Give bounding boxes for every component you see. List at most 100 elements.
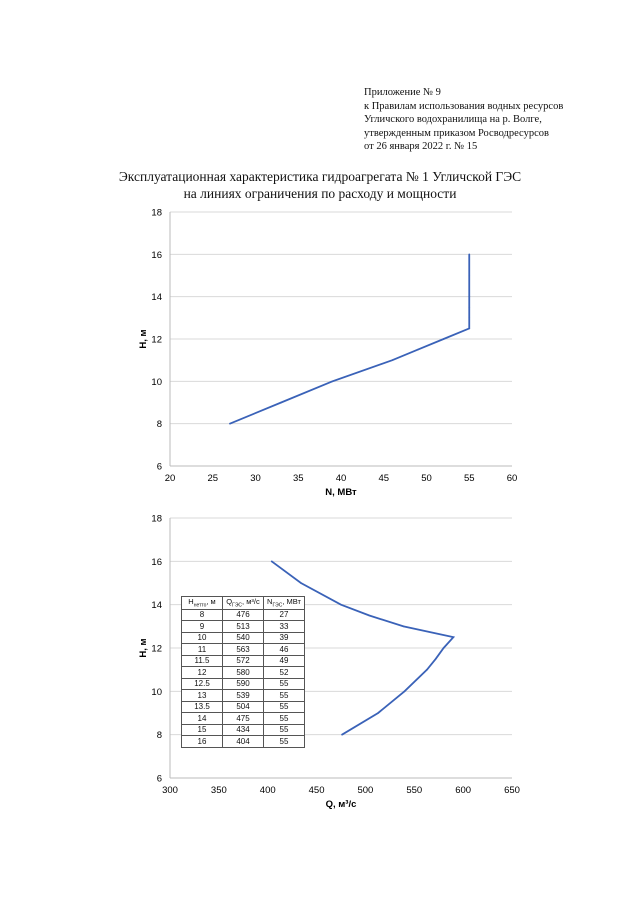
table-row: 10 540 39 bbox=[181, 631, 305, 644]
series-line bbox=[271, 560, 456, 736]
appendix-line: Угличского водохранилища на р. Волге, bbox=[364, 114, 542, 126]
data-point bbox=[341, 733, 343, 736]
table-cell: 14 bbox=[181, 712, 223, 725]
title-line: Эксплуатационная характеристика гидроагр… bbox=[118, 169, 522, 184]
data-point bbox=[391, 359, 394, 361]
y-tick-label: 14 bbox=[151, 292, 162, 303]
x-tick-label: 550 bbox=[406, 785, 422, 796]
table-cell: 55 bbox=[263, 677, 305, 690]
y-axis-label: H, м bbox=[138, 638, 149, 657]
table-cell: 55 bbox=[263, 700, 305, 713]
y-tick-label: 18 bbox=[151, 514, 162, 525]
table-cell: 39 bbox=[263, 631, 305, 644]
table-row: 11 563 46 bbox=[181, 643, 305, 656]
table-cell: 540 bbox=[222, 631, 264, 644]
table-cell: 9 bbox=[181, 620, 223, 633]
y-tick-label: 6 bbox=[157, 462, 162, 473]
data-point bbox=[468, 317, 471, 319]
y-tick-label: 16 bbox=[151, 250, 162, 261]
table-row: 9 513 33 bbox=[181, 620, 305, 633]
table-cell: 12.5 bbox=[181, 677, 223, 690]
table-row: 15 434 55 bbox=[181, 723, 305, 736]
table-cell: 55 bbox=[263, 735, 305, 748]
table-cell: 46 bbox=[263, 643, 305, 656]
header-main: H bbox=[188, 597, 194, 606]
data-point bbox=[442, 647, 445, 649]
table-row: 13.5 504 55 bbox=[181, 700, 305, 713]
x-tick-label: 25 bbox=[207, 473, 218, 484]
data-point bbox=[331, 380, 334, 383]
x-tick-label: 35 bbox=[293, 473, 304, 484]
data-point bbox=[468, 274, 471, 277]
header-main: Q bbox=[226, 597, 233, 606]
x-tick-label: 45 bbox=[378, 473, 389, 484]
y-tick-label: 10 bbox=[151, 687, 162, 698]
data-point bbox=[417, 348, 419, 351]
table-cell: 55 bbox=[263, 689, 305, 702]
x-tick-label: 400 bbox=[260, 785, 276, 796]
x-tick-label: 40 bbox=[336, 473, 347, 484]
table-cell: 404 bbox=[222, 735, 264, 748]
table-cell: 572 bbox=[222, 654, 264, 667]
data-point bbox=[377, 712, 379, 714]
table-cell: 11 bbox=[181, 643, 223, 656]
table-cell: 476 bbox=[222, 608, 264, 621]
table-header: Hнетто, м bbox=[181, 596, 223, 610]
table-cell: 55 bbox=[263, 712, 305, 725]
y-tick-label: 10 bbox=[151, 377, 162, 388]
table-row: 11.5 572 49 bbox=[181, 654, 305, 667]
table-cell: 11.5 bbox=[181, 654, 223, 667]
header-main: N bbox=[267, 597, 273, 606]
data-point bbox=[468, 253, 471, 256]
table-cell: 12 bbox=[181, 666, 223, 679]
data-point bbox=[468, 295, 471, 298]
table-cell: 55 bbox=[263, 723, 305, 736]
x-tick-label: 50 bbox=[421, 473, 432, 484]
table-cell: 49 bbox=[263, 654, 305, 667]
table-cell: 52 bbox=[263, 666, 305, 679]
x-tick-label: 450 bbox=[309, 785, 325, 796]
header-sub: ГЭС bbox=[232, 602, 243, 609]
data-point bbox=[452, 636, 455, 638]
y-axis-label: H, м bbox=[138, 329, 149, 348]
data-point bbox=[270, 560, 273, 563]
data-point bbox=[280, 401, 282, 404]
appendix-line: от 26 января 2022 г. № 15 bbox=[364, 141, 478, 153]
data-table: Hнетто, м QГЭС, м³/с NГЭС, МВт 8 476 27 9 513 3… bbox=[181, 596, 305, 748]
table-cell: 13 bbox=[181, 689, 223, 702]
table-row: 14 475 55 bbox=[181, 712, 305, 725]
y-tick-label: 18 bbox=[151, 208, 162, 219]
x-tick-label: 600 bbox=[455, 785, 471, 796]
data-point bbox=[402, 625, 405, 628]
x-tick-label: 30 bbox=[250, 473, 261, 484]
table-cell: 539 bbox=[222, 689, 264, 702]
x-axis-label: Q, м³/с bbox=[326, 799, 357, 810]
x-tick-label: 350 bbox=[211, 785, 227, 796]
table-row: 16 404 55 bbox=[181, 735, 305, 748]
y-tick-label: 6 bbox=[157, 774, 162, 785]
data-point bbox=[434, 658, 437, 660]
x-axis-label: N, МВт bbox=[325, 487, 357, 498]
table-cell: 16 bbox=[181, 735, 223, 748]
document-title: Эксплуатационная характеристика гидроагр… bbox=[0, 168, 640, 202]
y-tick-label: 8 bbox=[157, 419, 162, 430]
table-cell: 590 bbox=[222, 677, 264, 690]
table-header: NГЭС, МВт bbox=[263, 596, 305, 610]
table-cell: 15 bbox=[181, 723, 223, 736]
appendix-line: к Правилам использования водных ресурсов bbox=[364, 100, 564, 112]
x-tick-label: 60 bbox=[507, 473, 518, 484]
data-point bbox=[442, 338, 445, 340]
table-cell: 8 bbox=[181, 608, 223, 621]
table-cell: 580 bbox=[222, 666, 264, 679]
x-tick-label: 55 bbox=[464, 473, 475, 484]
table-cell: 13.5 bbox=[181, 700, 223, 713]
data-point bbox=[229, 422, 231, 425]
table-cell: 33 bbox=[263, 620, 305, 633]
table-cell: 27 bbox=[263, 608, 305, 621]
header-sub: ГЭС bbox=[272, 602, 283, 609]
y-tick-label: 8 bbox=[157, 730, 162, 741]
table-row: 12 580 52 bbox=[181, 666, 305, 679]
series-line bbox=[229, 254, 471, 425]
appendix-line: утвержденным приказом Росводресурсов bbox=[364, 127, 549, 139]
